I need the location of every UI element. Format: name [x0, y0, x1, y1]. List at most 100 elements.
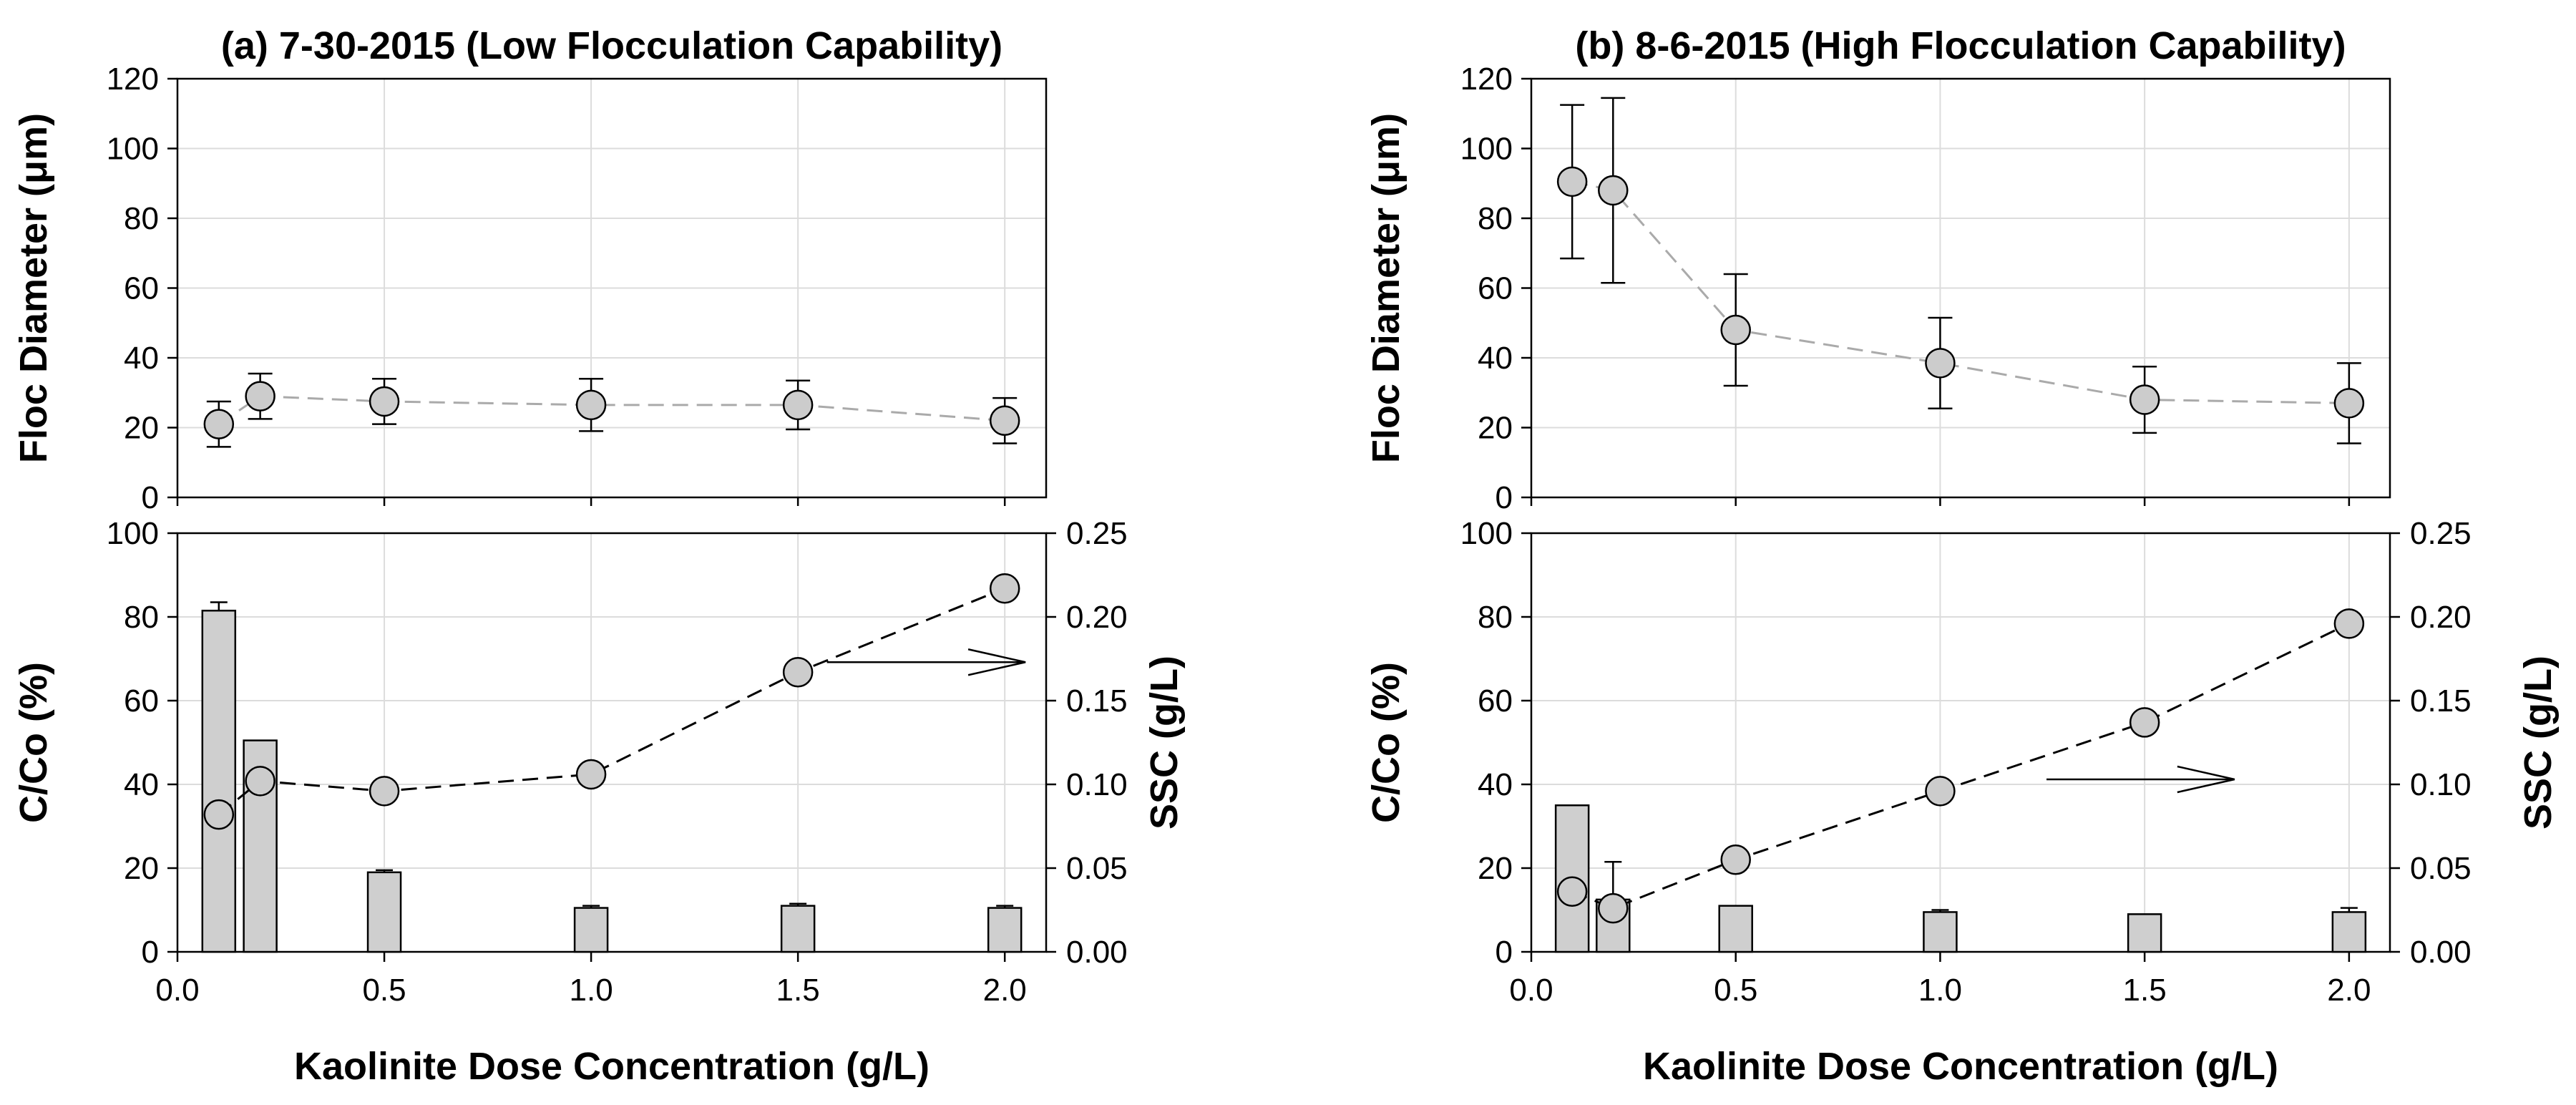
y-tick-label: 120 [1460, 62, 1513, 97]
panel-title: (b) 8-6-2015 (High Flocculation Capabili… [1575, 24, 2346, 67]
ssc-point [782, 656, 814, 688]
cco-bar [780, 905, 816, 953]
ssc-point [1598, 892, 1629, 924]
floc-diameter-point [1925, 348, 1956, 379]
y2-tick-label: 0.20 [1066, 600, 1128, 635]
x-tick-label: 0.5 [1714, 973, 1757, 1008]
y2-tick-label: 0.25 [2410, 516, 2472, 551]
floc-diameter-point [1598, 175, 1629, 206]
floc-diameter-point [575, 389, 607, 421]
x-axis-title: Kaolinite Dose Concentration (g/L) [294, 1045, 930, 1088]
arrow-head [967, 648, 1026, 676]
y-tick-label: 80 [124, 201, 159, 236]
y2-tick-label: 0.20 [2410, 600, 2472, 635]
floc-diameter-point [245, 381, 275, 412]
y2-tick-label: 0.15 [1066, 683, 1128, 719]
y-tick-label: 0 [142, 480, 159, 515]
floc-diameter-line [1571, 180, 2349, 404]
ssc-point [2333, 608, 2365, 639]
y-tick-label: 120 [107, 62, 159, 97]
y2-tick-label: 0.15 [2410, 683, 2472, 719]
ssc-point [575, 759, 607, 790]
floc-diameter-point [2333, 388, 2365, 419]
panel-title: (a) 7-30-2015 (Low Flocculation Capabili… [221, 24, 1002, 67]
ssc-point [2129, 707, 2160, 738]
y2-tick-label: 0.00 [2410, 935, 2472, 970]
ssc-line [1571, 623, 2350, 910]
y2-tick-label: 0.10 [2410, 767, 2472, 802]
arrow-head [2177, 765, 2235, 794]
floc-diameter-point [1720, 314, 1751, 346]
y2-tick-label: 0.05 [1066, 851, 1128, 886]
cco-bar [366, 871, 402, 953]
plot-frame-bottom [1530, 532, 2391, 953]
floc-diameter-point [2129, 384, 2160, 415]
ssc-point [203, 799, 235, 830]
x-tick-label: 1.0 [570, 973, 613, 1008]
x-tick-label: 1.5 [2123, 973, 2167, 1008]
y-tick-label: 100 [1460, 516, 1513, 551]
y2-tick-label: 0.25 [1066, 516, 1128, 551]
y-tick-label: 0 [142, 935, 159, 970]
cco-bar [573, 907, 609, 953]
y-axis-title: C/Co (%) [12, 662, 55, 823]
y-tick-label: 80 [1478, 600, 1513, 635]
y-tick-label: 100 [107, 516, 159, 551]
ssc-point [369, 776, 400, 807]
ssc-point [989, 573, 1020, 604]
x-tick-label: 0.0 [155, 973, 199, 1008]
y2-tick-label: 0.05 [2410, 851, 2472, 886]
y-axis-title: Floc Diameter (μm) [12, 113, 55, 463]
y-tick-label: 60 [1478, 271, 1513, 306]
x-tick-label: 2.0 [983, 973, 1027, 1008]
cco-bar [2331, 911, 2367, 953]
floc-diameter-point [203, 409, 235, 439]
cco-bar [987, 907, 1023, 953]
y-tick-label: 40 [1478, 767, 1513, 802]
y-tick-label: 0 [1496, 480, 1513, 515]
ssc-point [1556, 876, 1588, 907]
cco-bar [201, 609, 237, 953]
y-tick-label: 0 [1496, 935, 1513, 970]
y-tick-label: 80 [124, 600, 159, 635]
x-axis-title: Kaolinite Dose Concentration (g/L) [1643, 1045, 2278, 1088]
y2-tick-label: 0.00 [1066, 935, 1128, 970]
cco-bar [1923, 911, 1958, 953]
cco-bar [2127, 913, 2162, 953]
cco-bar [1718, 905, 1753, 953]
floc-diameter-line [218, 395, 1005, 425]
y-tick-label: 40 [124, 341, 159, 376]
y-tick-label: 60 [124, 271, 159, 306]
y-tick-label: 40 [124, 767, 159, 802]
y-tick-label: 60 [124, 683, 159, 719]
y-tick-label: 20 [124, 411, 159, 446]
y-tick-label: 100 [107, 132, 159, 167]
y2-axis-title: SSC (g/L) [1143, 656, 1186, 829]
ssc-point [245, 766, 275, 797]
y-tick-label: 100 [1460, 132, 1513, 167]
ssc-point [1925, 776, 1956, 807]
y-tick-label: 20 [1478, 411, 1513, 446]
floc-diameter-point [369, 386, 400, 417]
y-axis-title: Floc Diameter (μm) [1365, 113, 1407, 463]
plot-frame-bottom [176, 532, 1048, 953]
y-tick-label: 20 [124, 851, 159, 886]
floc-diameter-point [989, 405, 1020, 436]
ssc-line [218, 587, 1005, 816]
y-axis-title: C/Co (%) [1365, 662, 1407, 823]
y-tick-label: 80 [1478, 201, 1513, 236]
y-tick-label: 60 [1478, 683, 1513, 719]
floc-diameter-point [1556, 166, 1588, 198]
floc-diameter-point [782, 389, 814, 421]
y2-axis-title: SSC (g/L) [2517, 656, 2560, 829]
x-tick-label: 0.5 [362, 973, 406, 1008]
y2-tick-label: 0.10 [1066, 767, 1128, 802]
x-tick-label: 1.0 [1918, 973, 1962, 1008]
x-tick-label: 0.0 [1509, 973, 1553, 1008]
y-tick-label: 20 [1478, 851, 1513, 886]
x-tick-label: 1.5 [776, 973, 820, 1008]
y-tick-label: 40 [1478, 341, 1513, 376]
ssc-point [1720, 844, 1751, 875]
x-tick-label: 2.0 [2327, 973, 2371, 1008]
